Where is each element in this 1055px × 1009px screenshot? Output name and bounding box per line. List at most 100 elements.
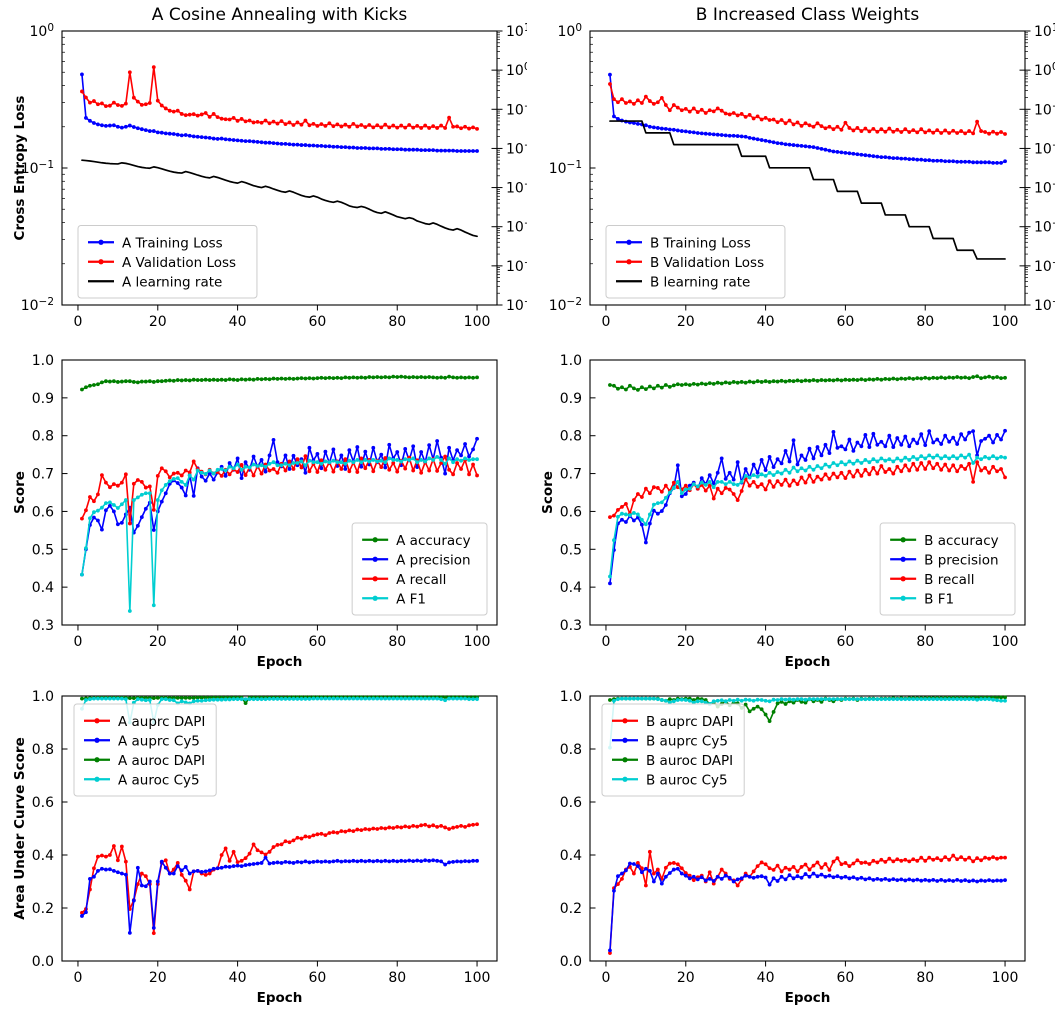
legend-label: B precision [924, 552, 998, 568]
svg-text:60: 60 [836, 314, 854, 330]
panel-mid-right: 0.3 0.4 0.5 0.6 0.7 0.8 0.9 1.0 0 20 40 60 80 100 Epoc… [528, 336, 1055, 672]
svg-text:20: 20 [677, 634, 695, 650]
svg-text:0.8: 0.8 [32, 742, 54, 758]
plot-frame [61, 359, 498, 626]
plot-frame [61, 695, 498, 962]
legend-label: B recall [924, 572, 974, 588]
svg-text:101: 101 [1034, 22, 1055, 40]
svg-text:0.4: 0.4 [32, 848, 54, 864]
svg-text:40: 40 [757, 970, 775, 986]
legend: A auprc DAPI A auprc Cy5 A auroc DAPI A aur… [73, 703, 217, 797]
svg-text:0.9: 0.9 [560, 391, 582, 407]
x-axis-label: Epoch [785, 654, 831, 670]
svg-text:0.7: 0.7 [32, 467, 54, 483]
panel-top-left: A Cosine Annealing with Kicks 100 10−1 10−2… [0, 0, 527, 336]
svg-text:10−1: 10−1 [549, 159, 582, 177]
svg-text:0.6: 0.6 [32, 504, 54, 520]
svg-text:0.0: 0.0 [32, 954, 54, 970]
legend-label: B Training Loss [650, 235, 751, 251]
x-axis-ticks: 0 20 40 60 80 100 [602, 625, 1018, 650]
legend: B Training Loss B Validation Loss B learni… [605, 225, 786, 299]
svg-text:100: 100 [464, 634, 491, 650]
svg-text:20: 20 [149, 970, 167, 986]
legend-label: A auprc DAPI [118, 714, 205, 730]
plot-frame [61, 30, 498, 306]
svg-text:40: 40 [757, 314, 775, 330]
series-line [609, 862, 1006, 952]
svg-text:10−4: 10−4 [1034, 218, 1055, 236]
svg-text:20: 20 [149, 314, 167, 330]
panel-bottom-left: 0.0 0.2 0.4 0.6 0.8 1.0 0 20 40 60 80 100 Epoch Area … [0, 672, 527, 1009]
svg-text:40: 40 [757, 634, 775, 650]
x-axis-label: Epoch [257, 654, 303, 670]
x-axis-ticks: 0 20 40 60 80 100 [602, 961, 1018, 986]
plot-frame [589, 30, 1026, 306]
y-axis-label: Score [540, 471, 556, 514]
svg-text:10−4: 10−4 [506, 218, 527, 236]
svg-text:60: 60 [308, 634, 326, 650]
svg-text:10−6: 10−6 [506, 296, 527, 314]
svg-text:0.4: 0.4 [560, 580, 582, 596]
svg-text:10−1: 10−1 [506, 100, 527, 118]
series-line [609, 375, 1006, 391]
svg-text:60: 60 [836, 970, 854, 986]
svg-text:100: 100 [506, 61, 527, 79]
legend-label: A accuracy [396, 533, 470, 549]
svg-text:100: 100 [992, 314, 1019, 330]
svg-text:0.2: 0.2 [32, 901, 54, 917]
series-line [81, 455, 478, 525]
svg-text:80: 80 [916, 314, 934, 330]
svg-text:1.0: 1.0 [32, 353, 54, 369]
legend-label: B accuracy [924, 533, 998, 549]
svg-text:0.4: 0.4 [32, 580, 54, 596]
svg-text:20: 20 [149, 634, 167, 650]
svg-text:0.2: 0.2 [560, 901, 582, 917]
series-line [81, 823, 478, 934]
series-line [81, 73, 478, 152]
x-axis-label: Epoch [257, 334, 303, 336]
y-axis-ticks: 0.0 0.2 0.4 0.6 0.8 1.0 [560, 689, 596, 970]
legend-label: B auprc Cy5 [646, 733, 728, 749]
series-line [81, 856, 478, 934]
series-line [609, 73, 1006, 164]
svg-text:10−3: 10−3 [506, 179, 527, 197]
svg-text:80: 80 [916, 970, 934, 986]
legend: B auprc DAPI B auprc Cy5 B auroc DAPI B aur… [601, 703, 745, 797]
legend-label: B auroc Cy5 [646, 772, 728, 788]
series-line [81, 697, 478, 724]
svg-text:10−1: 10−1 [1034, 100, 1055, 118]
svg-text:10−2: 10−2 [506, 139, 527, 157]
panel-title: A Cosine Annealing with Kicks [152, 5, 408, 25]
y-axis-ticks: 0.3 0.4 0.5 0.6 0.7 0.8 0.9 1.0 [32, 353, 68, 634]
svg-text:0.8: 0.8 [560, 429, 582, 445]
svg-text:60: 60 [308, 314, 326, 330]
svg-text:0.6: 0.6 [32, 795, 54, 811]
series-line [81, 696, 478, 704]
y-axis-ticks: 0.0 0.2 0.4 0.6 0.8 1.0 [32, 689, 68, 970]
legend-label: A auroc DAPI [118, 753, 205, 769]
svg-text:0.7: 0.7 [560, 467, 582, 483]
panel-top-right: B Increased Class Weights 100 10−1 10−2 101 1… [528, 0, 1055, 336]
svg-text:0.5: 0.5 [560, 542, 582, 558]
svg-text:0.3: 0.3 [32, 618, 54, 634]
series-line [609, 429, 1006, 585]
legend-label: A recall [396, 572, 446, 588]
x-axis-label: Epoch [785, 990, 831, 1006]
legend: A accuracy A precision A recall A F1 [351, 522, 488, 616]
series-line [81, 456, 478, 612]
legend-label: A auroc Cy5 [118, 772, 200, 788]
series-line [609, 83, 1006, 135]
x-axis-label: Epoch [257, 990, 303, 1006]
svg-text:80: 80 [916, 634, 934, 650]
legend-label: A Training Loss [122, 235, 223, 251]
legend-label: A Validation Loss [122, 255, 236, 271]
svg-text:40: 40 [229, 634, 247, 650]
panel-title: B Increased Class Weights [696, 5, 920, 25]
y-axis-label: Score [12, 471, 28, 514]
svg-text:80: 80 [388, 634, 406, 650]
series-line [81, 159, 478, 238]
x-axis-ticks: 0 20 40 60 80 100 [74, 961, 490, 986]
y-axis-label: Area Under Curve Score [12, 737, 28, 919]
series-line [609, 453, 1006, 578]
